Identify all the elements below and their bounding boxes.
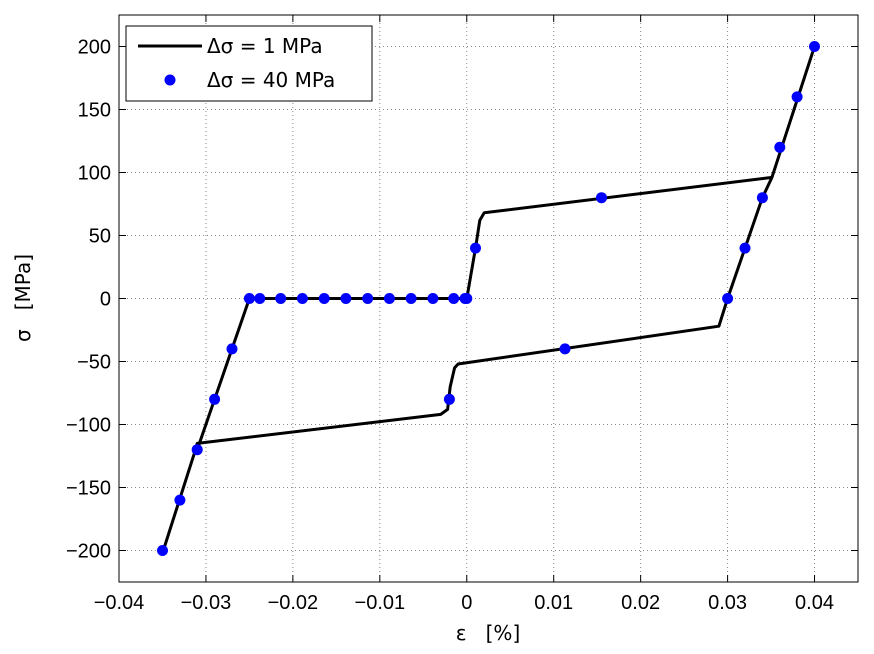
y-tick-label: 200 [78,37,111,59]
data-point [774,141,786,153]
data-point [809,41,820,52]
data-point [296,293,308,304]
tick-labels: −0.04 −0.03 −0.02 −0.01 0 0.01 0.02 0.03 0.04 200… [66,37,834,615]
data-point [157,545,168,556]
x-tick-label: 0.03 [708,592,747,614]
y-tick-label: 50 [89,226,111,248]
data-layer [157,41,820,556]
data-point [559,343,571,355]
data-point [722,293,734,304]
data-point [443,393,455,405]
data-point [243,293,255,304]
data-point [362,293,374,304]
ticks [118,15,858,582]
x-tick-label: −0.02 [268,592,319,614]
data-point [174,494,186,506]
data-point [470,242,481,254]
data-point [209,393,221,405]
x-tick-label: 0.02 [621,592,660,614]
data-point [254,293,266,304]
data-point [340,293,352,304]
y-tick-label: −50 [77,352,111,374]
legend-label-40mpa: Δσ = 40 MPa [207,68,335,92]
y-tick-label: −200 [66,541,111,563]
x-tick-label: −0.03 [181,592,232,614]
y-tick-label: 100 [78,163,111,185]
legend-label-1mpa: Δσ = 1 MPa [207,34,323,58]
legend-box [125,25,373,102]
y-tick-label: −150 [66,478,111,500]
data-point [739,242,751,254]
data-point [275,293,287,304]
y-tick-label: 150 [78,100,111,122]
y-tick-label: −100 [66,415,111,437]
x-tick-label: 0 [461,592,472,614]
data-point [596,192,607,204]
y-axis-title: σ [MPa] [11,254,35,342]
x-tick-label: 0.04 [795,592,834,614]
y-tick-label: 0 [100,289,111,311]
data-point [383,293,395,304]
data-point [461,293,473,304]
data-point [226,343,238,355]
data-point [756,192,768,204]
data-point [318,293,330,304]
plot-area [119,15,858,582]
legend: Δσ = 1 MPa Δσ = 40 MPa [125,25,373,102]
x-axis-title: ε [%] [456,621,521,645]
data-point [448,293,460,304]
data-point [405,293,417,304]
data-point [427,293,439,304]
data-point [791,91,803,103]
x-tick-label: −0.01 [355,592,406,614]
data-point [191,444,203,456]
x-tick-label: 0.01 [534,592,573,614]
x-tick-label: −0.04 [94,592,145,614]
legend-marker-swatch [164,74,176,86]
